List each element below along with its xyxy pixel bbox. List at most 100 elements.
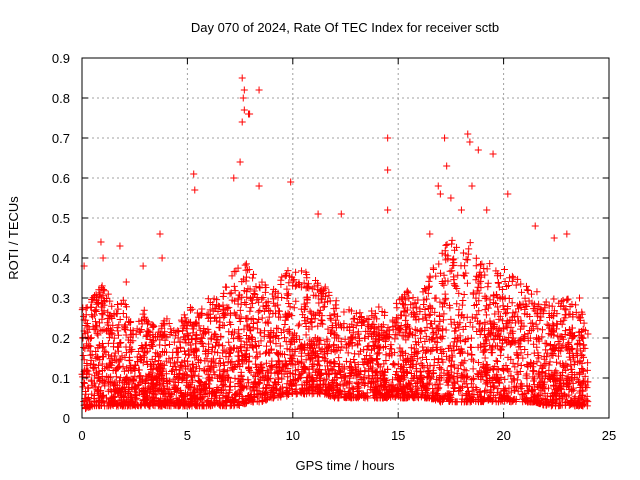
data-point (578, 310, 586, 318)
data-point (195, 313, 203, 321)
data-point (574, 339, 582, 347)
data-point (572, 308, 580, 316)
data-point (494, 294, 502, 302)
data-point (550, 382, 558, 390)
data-point (300, 363, 308, 371)
data-point (297, 305, 305, 313)
data-point (431, 337, 439, 345)
data-point (555, 345, 563, 353)
data-point (236, 344, 244, 352)
data-point (255, 379, 263, 387)
data-point (228, 396, 236, 404)
data-point (87, 334, 95, 342)
data-point (526, 334, 534, 342)
data-point (333, 344, 341, 352)
data-point (332, 301, 340, 309)
data-point (176, 369, 184, 377)
data-point (245, 379, 253, 387)
data-point (180, 311, 188, 319)
data-point (384, 206, 392, 214)
data-point (462, 367, 470, 375)
data-point (389, 323, 397, 331)
data-point (225, 388, 233, 396)
data-point (356, 347, 364, 355)
data-point (464, 335, 472, 343)
data-point (276, 342, 284, 350)
data-point (135, 327, 143, 335)
data-point (581, 372, 589, 380)
data-point (231, 401, 239, 409)
data-point (181, 314, 189, 322)
data-point (252, 372, 260, 380)
data-point (284, 327, 292, 335)
data-point (219, 301, 227, 309)
data-point (501, 335, 509, 343)
data-point (262, 372, 270, 380)
data-point (200, 386, 208, 394)
data-point (446, 396, 454, 404)
data-point (249, 385, 257, 393)
data-point (470, 375, 478, 383)
data-point (90, 394, 98, 402)
data-point (88, 296, 96, 304)
data-point (438, 279, 446, 287)
data-point (486, 300, 494, 308)
data-point (569, 345, 577, 353)
data-point (176, 338, 184, 346)
data-point (99, 292, 107, 300)
data-point (300, 279, 308, 287)
data-point (412, 341, 420, 349)
data-point (127, 347, 135, 355)
data-point (568, 385, 576, 393)
data-point (114, 343, 122, 351)
data-point (210, 362, 218, 370)
data-point (506, 395, 514, 403)
data-point (113, 301, 121, 309)
data-point (533, 343, 541, 351)
data-point (535, 371, 543, 379)
data-point (429, 344, 437, 352)
data-point (508, 378, 516, 386)
data-point (212, 342, 220, 350)
data-point (104, 314, 112, 322)
data-point (196, 378, 204, 386)
data-point (250, 287, 258, 295)
data-point (527, 290, 535, 298)
data-point (426, 320, 434, 328)
data-point (160, 331, 168, 339)
data-point (478, 325, 486, 333)
data-point (398, 295, 406, 303)
data-point (569, 333, 577, 341)
data-point (502, 320, 510, 328)
data-point (215, 400, 223, 408)
data-point (240, 86, 248, 94)
data-point (434, 182, 442, 190)
data-point (326, 383, 334, 391)
data-point (295, 320, 303, 328)
data-point (292, 390, 300, 398)
data-point (402, 381, 410, 389)
data-point (484, 283, 492, 291)
data-point (142, 342, 150, 350)
data-point (292, 367, 300, 375)
data-point (381, 382, 389, 390)
data-point (228, 272, 236, 280)
data-point (251, 290, 259, 298)
data-point (83, 360, 91, 368)
data-point (549, 322, 557, 330)
data-point (308, 285, 316, 293)
data-point (206, 377, 214, 385)
data-point (490, 335, 498, 343)
data-point (416, 305, 424, 313)
data-point (562, 360, 570, 368)
data-point (377, 323, 385, 331)
data-point (474, 358, 482, 366)
data-point (417, 384, 425, 392)
data-point (365, 316, 373, 324)
data-point (85, 325, 93, 333)
data-point (330, 311, 338, 319)
data-point (512, 382, 520, 390)
data-point (542, 346, 550, 354)
data-point (475, 307, 483, 315)
data-point (149, 336, 157, 344)
